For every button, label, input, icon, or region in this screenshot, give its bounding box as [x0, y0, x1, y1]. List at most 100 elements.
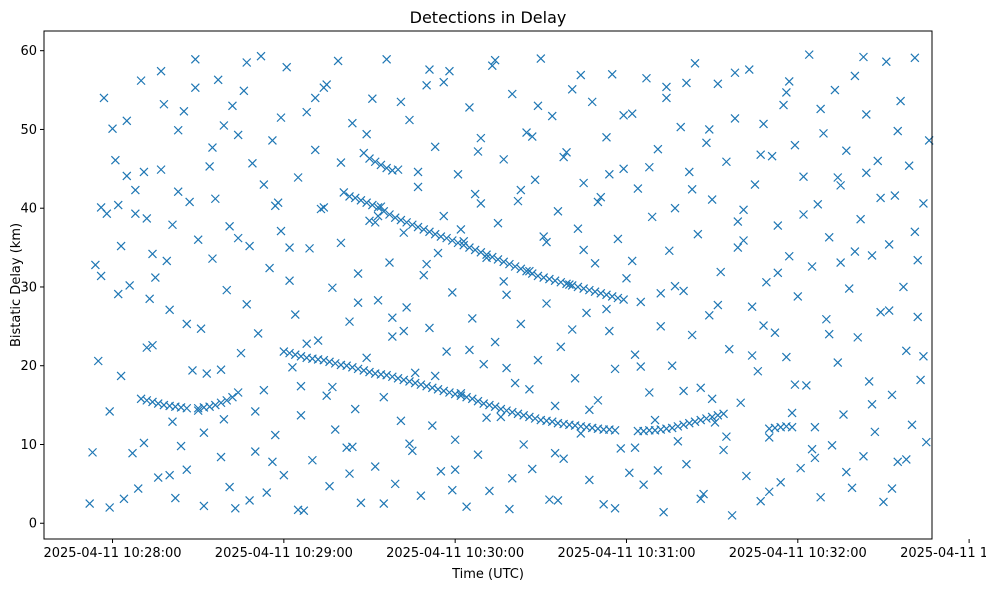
data-point [913, 312, 923, 322]
data-point [810, 453, 820, 463]
data-point [733, 243, 743, 253]
data-point [450, 435, 460, 445]
data-point [602, 132, 611, 142]
data-point [624, 468, 634, 478]
data-point [644, 162, 654, 172]
data-point [841, 146, 851, 156]
data-points [85, 50, 934, 520]
data-point [699, 489, 709, 499]
data-point [567, 84, 577, 94]
y-tick-label: 0 [29, 517, 37, 532]
data-point [662, 93, 671, 103]
data-point [784, 76, 794, 86]
data-point [373, 295, 383, 305]
track-point [516, 264, 526, 274]
track-point [396, 215, 406, 225]
data-point [533, 101, 543, 111]
data-point [639, 480, 649, 490]
data-point [630, 443, 640, 453]
x-axis-ticks: 2025-04-11 10:28:00 2025-04-11 10:29:00 20… [43, 539, 986, 561]
track-point [547, 417, 557, 427]
data-point [859, 451, 868, 461]
data-point [362, 353, 372, 363]
data-point [385, 258, 394, 267]
data-point [179, 106, 189, 116]
data-point [396, 97, 406, 107]
data-point [656, 288, 666, 298]
data-point [650, 415, 660, 425]
data-point [610, 503, 620, 513]
data-point [579, 178, 589, 188]
data-point [510, 378, 520, 388]
data-point [336, 158, 346, 167]
data-point [310, 145, 320, 155]
data-point [347, 442, 357, 452]
data-point [313, 336, 323, 345]
data-point [387, 332, 397, 342]
data-point [242, 299, 252, 309]
track-point [390, 213, 400, 223]
track-point [527, 269, 537, 279]
data-point [250, 406, 260, 416]
data-point [233, 130, 243, 140]
data-point [219, 414, 229, 424]
track-point [539, 273, 549, 282]
data-point [379, 499, 389, 508]
track-point [482, 250, 491, 260]
data-point [781, 88, 791, 97]
data-point [442, 347, 452, 356]
track-point [667, 423, 677, 433]
data-point [821, 314, 831, 324]
data-point [687, 330, 697, 340]
data-point [670, 203, 680, 213]
x-tick-label: 2025-04-11 10:29:00 [215, 546, 353, 561]
data-point [887, 484, 897, 494]
data-point [721, 157, 731, 167]
track-point [422, 381, 432, 391]
data-point [773, 268, 783, 278]
data-point [296, 381, 306, 391]
data-point [130, 185, 140, 195]
data-point [439, 77, 449, 87]
data-point [413, 167, 423, 177]
data-point [502, 363, 511, 373]
data-point [850, 247, 860, 256]
data-point [85, 499, 95, 508]
data-point [285, 276, 294, 286]
track-point [387, 165, 397, 175]
data-point [265, 263, 274, 273]
data-point [445, 66, 454, 76]
track-point [419, 225, 429, 234]
data-point [108, 124, 117, 134]
track-point [465, 243, 474, 253]
data-point [347, 118, 357, 128]
track-point [507, 407, 517, 417]
data-point [824, 329, 834, 339]
data-point [713, 300, 723, 310]
data-point [787, 408, 797, 418]
data-point [350, 404, 360, 414]
data-point [193, 406, 203, 416]
data-point [330, 425, 340, 434]
data-point [319, 202, 329, 212]
data-point [836, 180, 846, 190]
data-point [702, 138, 711, 148]
data-point [899, 282, 908, 292]
data-point [876, 193, 886, 203]
data-point [499, 154, 509, 164]
data-point [810, 422, 820, 432]
data-point [316, 204, 326, 214]
data-point [573, 224, 583, 234]
data-point [616, 444, 626, 453]
data-point [901, 455, 911, 464]
track-point [673, 421, 683, 431]
data-point [165, 305, 175, 315]
data-point [102, 209, 112, 219]
track-point [325, 357, 334, 367]
data-point [373, 211, 383, 221]
data-point [593, 395, 603, 405]
data-point [619, 110, 629, 120]
track-point [319, 355, 329, 365]
track-point [228, 392, 237, 402]
data-point [684, 167, 694, 177]
